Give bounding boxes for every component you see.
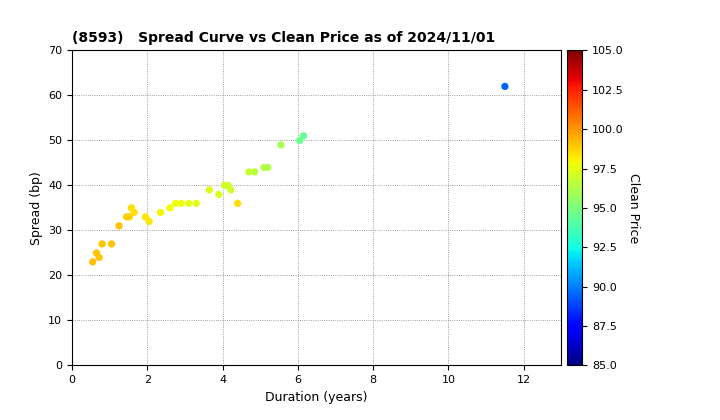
Point bbox=[140, 213, 151, 220]
Point bbox=[155, 209, 166, 216]
Point bbox=[249, 168, 261, 175]
Point bbox=[225, 186, 237, 193]
Point bbox=[294, 137, 305, 144]
Point bbox=[262, 164, 274, 171]
X-axis label: Duration (years): Duration (years) bbox=[266, 391, 368, 404]
Point bbox=[176, 200, 187, 207]
Point bbox=[96, 241, 108, 247]
Point bbox=[275, 142, 287, 148]
Point bbox=[91, 249, 102, 256]
Point bbox=[143, 218, 155, 225]
Point bbox=[298, 133, 310, 139]
Point bbox=[213, 191, 225, 198]
Point bbox=[164, 205, 176, 211]
Point bbox=[219, 182, 230, 189]
Point bbox=[113, 223, 125, 229]
Point bbox=[170, 200, 181, 207]
Y-axis label: Spread (bp): Spread (bp) bbox=[30, 171, 42, 245]
Y-axis label: Clean Price: Clean Price bbox=[627, 173, 641, 243]
Point bbox=[128, 209, 140, 216]
Point bbox=[121, 213, 132, 220]
Point bbox=[126, 205, 138, 211]
Point bbox=[106, 241, 117, 247]
Point bbox=[87, 259, 99, 265]
Point bbox=[258, 164, 270, 171]
Point bbox=[94, 254, 105, 261]
Point bbox=[204, 186, 215, 193]
Point bbox=[183, 200, 194, 207]
Point bbox=[222, 182, 234, 189]
Point bbox=[243, 168, 255, 175]
Point bbox=[191, 200, 202, 207]
Text: (8593)   Spread Curve vs Clean Price as of 2024/11/01: (8593) Spread Curve vs Clean Price as of… bbox=[72, 31, 495, 45]
Point bbox=[499, 83, 510, 90]
Point bbox=[123, 213, 135, 220]
Point bbox=[232, 200, 243, 207]
